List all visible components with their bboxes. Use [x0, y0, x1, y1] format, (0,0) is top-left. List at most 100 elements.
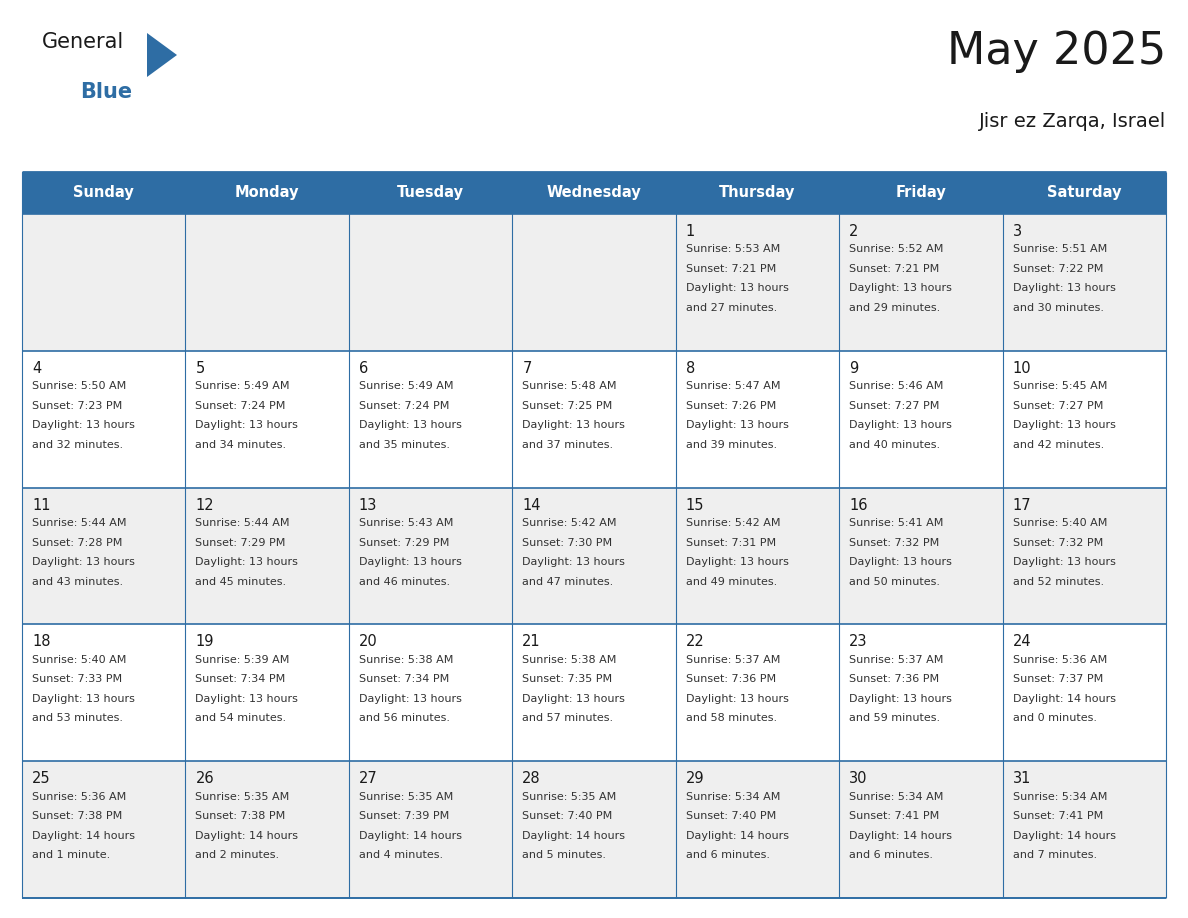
Text: 25: 25 [32, 771, 51, 786]
Bar [23, 214, 1165, 351]
Text: Jisr ez Zarqa, Israel: Jisr ez Zarqa, Israel [979, 112, 1165, 131]
Text: Daylight: 13 hours: Daylight: 13 hours [849, 284, 952, 294]
Bar [23, 172, 1165, 214]
Text: Daylight: 13 hours: Daylight: 13 hours [685, 284, 789, 294]
Text: Sunset: 7:33 PM: Sunset: 7:33 PM [32, 675, 122, 685]
Text: Sunrise: 5:36 AM: Sunrise: 5:36 AM [1012, 655, 1107, 665]
Text: Sunset: 7:21 PM: Sunset: 7:21 PM [849, 264, 940, 274]
Text: Sunrise: 5:39 AM: Sunrise: 5:39 AM [196, 655, 290, 665]
Text: and 27 minutes.: and 27 minutes. [685, 303, 777, 313]
Text: Daylight: 14 hours: Daylight: 14 hours [196, 831, 298, 841]
Text: and 6 minutes.: and 6 minutes. [849, 850, 933, 860]
Text: 6: 6 [359, 361, 368, 375]
Text: and 57 minutes.: and 57 minutes. [523, 713, 613, 723]
Text: Daylight: 13 hours: Daylight: 13 hours [1012, 557, 1116, 567]
Text: Sunrise: 5:48 AM: Sunrise: 5:48 AM [523, 381, 617, 391]
Text: Daylight: 13 hours: Daylight: 13 hours [849, 420, 952, 431]
Text: and 4 minutes.: and 4 minutes. [359, 850, 443, 860]
Text: and 0 minutes.: and 0 minutes. [1012, 713, 1097, 723]
Text: Sunset: 7:38 PM: Sunset: 7:38 PM [32, 812, 122, 822]
Text: and 53 minutes.: and 53 minutes. [32, 713, 124, 723]
Text: Daylight: 13 hours: Daylight: 13 hours [523, 420, 625, 431]
Text: Sunset: 7:27 PM: Sunset: 7:27 PM [849, 401, 940, 410]
Text: 12: 12 [196, 498, 214, 512]
Text: and 2 minutes.: and 2 minutes. [196, 850, 279, 860]
Text: and 30 minutes.: and 30 minutes. [1012, 303, 1104, 313]
Text: Daylight: 13 hours: Daylight: 13 hours [32, 420, 135, 431]
Text: Sunrise: 5:47 AM: Sunrise: 5:47 AM [685, 381, 781, 391]
Text: Sunrise: 5:49 AM: Sunrise: 5:49 AM [359, 381, 454, 391]
Text: Sunrise: 5:43 AM: Sunrise: 5:43 AM [359, 518, 454, 528]
Text: Sunrise: 5:42 AM: Sunrise: 5:42 AM [523, 518, 617, 528]
Text: Sunset: 7:34 PM: Sunset: 7:34 PM [196, 675, 285, 685]
Text: and 49 minutes.: and 49 minutes. [685, 577, 777, 587]
Text: and 43 minutes.: and 43 minutes. [32, 577, 124, 587]
Text: Daylight: 13 hours: Daylight: 13 hours [523, 557, 625, 567]
Text: Daylight: 13 hours: Daylight: 13 hours [685, 694, 789, 704]
Text: and 58 minutes.: and 58 minutes. [685, 713, 777, 723]
Text: Daylight: 13 hours: Daylight: 13 hours [359, 557, 462, 567]
Text: 1: 1 [685, 224, 695, 239]
Text: Sunset: 7:35 PM: Sunset: 7:35 PM [523, 675, 612, 685]
Text: Sunrise: 5:40 AM: Sunrise: 5:40 AM [32, 655, 126, 665]
Text: Sunrise: 5:34 AM: Sunrise: 5:34 AM [849, 791, 943, 801]
Text: Sunrise: 5:46 AM: Sunrise: 5:46 AM [849, 381, 943, 391]
Text: Sunset: 7:23 PM: Sunset: 7:23 PM [32, 401, 122, 410]
Text: Daylight: 14 hours: Daylight: 14 hours [32, 831, 135, 841]
Text: and 54 minutes.: and 54 minutes. [196, 713, 286, 723]
Text: and 32 minutes.: and 32 minutes. [32, 440, 124, 450]
Text: Daylight: 13 hours: Daylight: 13 hours [32, 694, 135, 704]
Text: and 50 minutes.: and 50 minutes. [849, 577, 940, 587]
Text: Sunrise: 5:42 AM: Sunrise: 5:42 AM [685, 518, 781, 528]
Text: Daylight: 14 hours: Daylight: 14 hours [685, 831, 789, 841]
Text: Sunset: 7:21 PM: Sunset: 7:21 PM [685, 264, 776, 274]
Text: Sunrise: 5:37 AM: Sunrise: 5:37 AM [685, 655, 781, 665]
Text: Daylight: 13 hours: Daylight: 13 hours [196, 557, 298, 567]
Text: and 59 minutes.: and 59 minutes. [849, 713, 940, 723]
Text: Sunset: 7:41 PM: Sunset: 7:41 PM [1012, 812, 1102, 822]
Text: Sunrise: 5:36 AM: Sunrise: 5:36 AM [32, 791, 126, 801]
Text: Sunset: 7:25 PM: Sunset: 7:25 PM [523, 401, 613, 410]
Text: Sunrise: 5:40 AM: Sunrise: 5:40 AM [1012, 518, 1107, 528]
Text: and 42 minutes.: and 42 minutes. [1012, 440, 1104, 450]
Text: Sunset: 7:38 PM: Sunset: 7:38 PM [196, 812, 285, 822]
Text: 3: 3 [1012, 224, 1022, 239]
Text: Sunset: 7:36 PM: Sunset: 7:36 PM [849, 675, 940, 685]
Text: Sunset: 7:24 PM: Sunset: 7:24 PM [196, 401, 286, 410]
Text: Sunrise: 5:35 AM: Sunrise: 5:35 AM [359, 791, 453, 801]
Text: Sunrise: 5:38 AM: Sunrise: 5:38 AM [523, 655, 617, 665]
Text: and 29 minutes.: and 29 minutes. [849, 303, 941, 313]
Text: Daylight: 13 hours: Daylight: 13 hours [523, 694, 625, 704]
Text: Daylight: 14 hours: Daylight: 14 hours [1012, 694, 1116, 704]
Text: 18: 18 [32, 634, 51, 649]
Text: 29: 29 [685, 771, 704, 786]
Text: 22: 22 [685, 634, 704, 649]
Text: Sunset: 7:28 PM: Sunset: 7:28 PM [32, 538, 122, 547]
Text: and 47 minutes.: and 47 minutes. [523, 577, 613, 587]
Text: and 7 minutes.: and 7 minutes. [1012, 850, 1097, 860]
Text: and 39 minutes.: and 39 minutes. [685, 440, 777, 450]
Bar [23, 487, 1165, 624]
Text: Daylight: 13 hours: Daylight: 13 hours [685, 557, 789, 567]
Text: Sunset: 7:22 PM: Sunset: 7:22 PM [1012, 264, 1102, 274]
Text: and 37 minutes.: and 37 minutes. [523, 440, 613, 450]
Polygon shape [147, 33, 177, 77]
Text: 13: 13 [359, 498, 378, 512]
Text: Sunrise: 5:53 AM: Sunrise: 5:53 AM [685, 244, 781, 254]
Text: and 45 minutes.: and 45 minutes. [196, 577, 286, 587]
Text: Wednesday: Wednesday [546, 185, 642, 200]
Text: Sunrise: 5:45 AM: Sunrise: 5:45 AM [1012, 381, 1107, 391]
Text: General: General [42, 32, 125, 52]
Text: Sunrise: 5:49 AM: Sunrise: 5:49 AM [196, 381, 290, 391]
Text: Daylight: 14 hours: Daylight: 14 hours [1012, 831, 1116, 841]
Text: 31: 31 [1012, 771, 1031, 786]
Text: May 2025: May 2025 [947, 30, 1165, 73]
Text: and 35 minutes.: and 35 minutes. [359, 440, 450, 450]
Text: Daylight: 13 hours: Daylight: 13 hours [1012, 284, 1116, 294]
Text: Monday: Monday [235, 185, 299, 200]
Text: Daylight: 14 hours: Daylight: 14 hours [849, 831, 952, 841]
Text: Sunset: 7:40 PM: Sunset: 7:40 PM [523, 812, 613, 822]
Text: Saturday: Saturday [1047, 185, 1121, 200]
Text: 5: 5 [196, 361, 204, 375]
Text: 21: 21 [523, 634, 541, 649]
